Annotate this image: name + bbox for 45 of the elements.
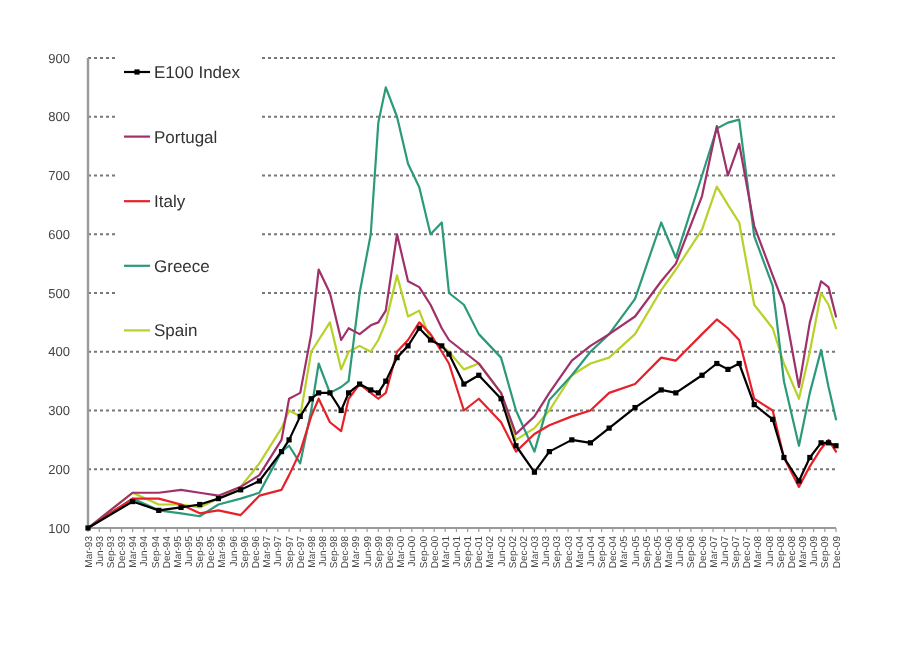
point bbox=[238, 487, 244, 493]
point bbox=[513, 443, 519, 449]
point bbox=[405, 343, 411, 349]
point bbox=[714, 360, 720, 367]
point bbox=[130, 498, 136, 505]
point bbox=[446, 351, 452, 357]
point bbox=[546, 449, 552, 455]
point bbox=[357, 381, 363, 387]
legend-label: E100 Index bbox=[154, 61, 242, 82]
point bbox=[796, 478, 802, 484]
point bbox=[297, 413, 303, 419]
point bbox=[383, 378, 389, 384]
point bbox=[178, 504, 184, 511]
legend-label: Italy bbox=[154, 191, 187, 212]
point bbox=[569, 437, 575, 443]
point bbox=[632, 404, 638, 411]
point bbox=[781, 454, 787, 461]
point bbox=[531, 469, 538, 475]
point bbox=[673, 390, 679, 396]
legend-label: Spain bbox=[154, 320, 199, 341]
point bbox=[215, 496, 222, 502]
point bbox=[736, 360, 742, 367]
point bbox=[476, 372, 482, 378]
point bbox=[368, 387, 374, 393]
point bbox=[197, 501, 203, 508]
point bbox=[416, 325, 422, 331]
point bbox=[807, 454, 813, 461]
point bbox=[278, 449, 285, 455]
point bbox=[825, 440, 832, 446]
point bbox=[461, 381, 467, 387]
point bbox=[725, 366, 731, 372]
point bbox=[439, 343, 445, 349]
point bbox=[346, 390, 352, 396]
point bbox=[751, 402, 757, 408]
point bbox=[587, 440, 594, 446]
legend-label: Greece bbox=[154, 255, 211, 276]
point bbox=[338, 407, 344, 414]
point bbox=[770, 416, 776, 422]
point bbox=[286, 437, 292, 443]
legend-label: Portugal bbox=[154, 126, 218, 147]
point bbox=[394, 355, 400, 361]
point bbox=[427, 337, 434, 343]
point bbox=[156, 507, 162, 513]
point bbox=[308, 396, 314, 402]
point bbox=[833, 443, 839, 449]
